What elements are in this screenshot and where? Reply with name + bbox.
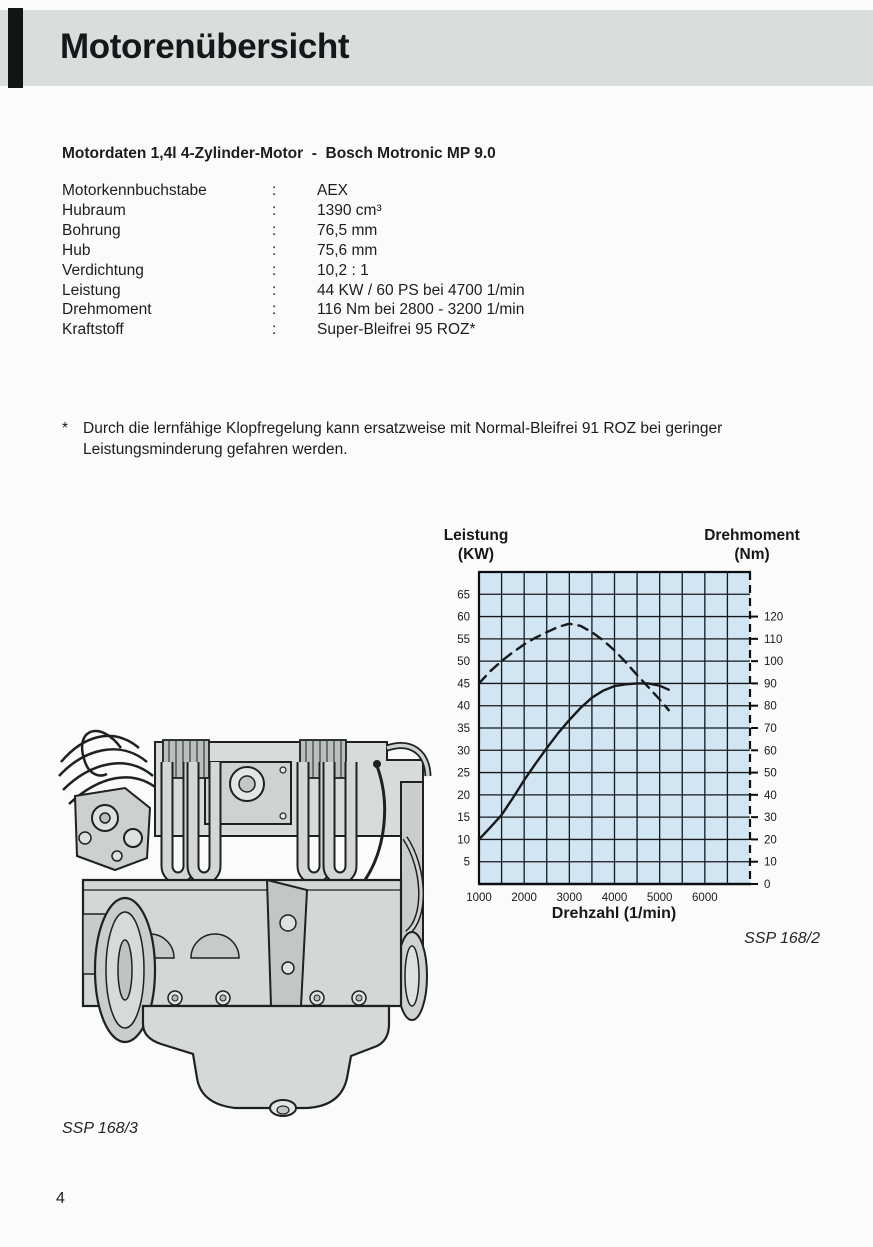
svg-text:20: 20 [764, 834, 777, 846]
intake-runners [160, 762, 358, 885]
svg-text:55: 55 [457, 634, 470, 646]
svg-text:40: 40 [764, 790, 777, 802]
dipstick [363, 760, 387, 881]
right-axis-title: Drehmoment (Nm) [700, 526, 804, 564]
spec-row: Leistung : 44 KW / 60 PS bei 4700 1/min [62, 281, 525, 301]
spec-label: Motorkennbuchstabe [62, 182, 207, 199]
spec-colon: : [272, 201, 277, 219]
spec-value: 116 Nm bei 2800 - 3200 1/min [317, 301, 525, 319]
svg-text:1000: 1000 [466, 892, 492, 904]
svg-text:60: 60 [764, 745, 777, 757]
chapter-tab-marker [8, 8, 23, 88]
engine-illustration [58, 729, 432, 1117]
spec-row: Bohrung : 76,5 mm [62, 221, 525, 241]
svg-text:6000: 6000 [692, 892, 718, 904]
right-side-accessories [385, 742, 432, 1021]
footnote: * Durch die lernfähige Klopfregelung kan… [62, 419, 792, 460]
svg-text:45: 45 [457, 678, 470, 690]
spec-colon: : [272, 241, 277, 259]
title-band [0, 10, 873, 86]
svg-text:50: 50 [457, 656, 470, 668]
footnote-marker: * [62, 420, 69, 437]
spec-colon: : [272, 281, 277, 299]
spec-label: Drehmoment [62, 301, 152, 319]
svg-text:50: 50 [764, 768, 777, 780]
spec-value: AEX [317, 182, 349, 199]
spec-value: 1390 cm³ [317, 201, 382, 219]
engine-caption: SSP 168/3 [62, 1120, 138, 1137]
x-axis-title: Drehzahl (1/min) [551, 905, 677, 922]
svg-text:65: 65 [457, 589, 470, 601]
spec-label: Hub [62, 241, 91, 259]
svg-text:2000: 2000 [511, 892, 537, 904]
distributor [73, 786, 152, 872]
spec-colon: : [272, 182, 277, 199]
svg-text:90: 90 [764, 678, 777, 690]
spec-value: 44 KW / 60 PS bei 4700 1/min [317, 281, 525, 299]
page-title: Motorenübersicht [60, 27, 350, 66]
svg-text:3000: 3000 [557, 892, 583, 904]
crank-pulley [93, 896, 157, 1044]
footnote-text: Durch die lernfähige Klopfregelung kann … [83, 419, 722, 460]
spec-label: Hubraum [62, 201, 126, 219]
footnote-line: Durch die lernfähige Klopfregelung kann … [83, 420, 723, 437]
svg-text:40: 40 [457, 701, 470, 713]
spec-row: Verdichtung : 10,2 : 1 [62, 261, 525, 281]
svg-text:0: 0 [764, 879, 770, 891]
spec-value: Super-Bleifrei 95 ROZ* [317, 321, 476, 339]
right-axis-label: Drehmoment [704, 527, 800, 544]
chart-caption: SSP 168/2 [744, 930, 820, 947]
spec-row: Drehmoment : 116 Nm bei 2800 - 3200 1/mi… [62, 300, 525, 320]
svg-text:10: 10 [764, 857, 777, 869]
svg-text:120: 120 [764, 612, 783, 624]
svg-text:20: 20 [457, 790, 470, 802]
svg-text:30: 30 [457, 745, 470, 757]
spec-row: Hub : 75,6 mm [62, 241, 525, 261]
left-axis-label: Leistung [443, 527, 509, 544]
spec-value: 10,2 : 1 [317, 261, 369, 279]
left-axis-unit: (KW) [457, 546, 495, 563]
spec-colon: : [272, 261, 277, 279]
svg-text:15: 15 [457, 812, 470, 824]
footnote-line: Leistungsminderung gefahren werden. [83, 440, 348, 458]
svg-text:4000: 4000 [602, 892, 628, 904]
spec-label: Bohrung [62, 221, 121, 239]
spec-value: 76,5 mm [317, 221, 378, 239]
spec-colon: : [272, 221, 277, 239]
power-torque-chart: Leistung (KW) Drehmoment (Nm) 65 60 55 50 45… [430, 518, 850, 963]
specs-title: Motordaten 1,4l 4-Zylinder-Motor - Bosch… [62, 145, 496, 162]
spec-row: Motorkennbuchstabe : AEX [62, 181, 525, 201]
spec-colon: : [272, 301, 277, 319]
oil-pan [141, 1004, 391, 1117]
svg-text:25: 25 [457, 768, 470, 780]
svg-text:80: 80 [764, 701, 777, 713]
engine-specs-section: Motordaten 1,4l 4-Zylinder-Motor - Bosch… [62, 145, 525, 340]
spec-value: 75,6 mm [317, 241, 378, 259]
right-axis-unit: (Nm) [734, 546, 770, 563]
spec-label: Verdichtung [62, 261, 144, 279]
left-axis-title: Leistung (KW) [433, 526, 519, 564]
page-number: 4 [56, 1190, 65, 1207]
spec-label: Leistung [62, 281, 121, 299]
svg-text:10: 10 [457, 834, 470, 846]
svg-text:60: 60 [457, 612, 470, 624]
svg-text:70: 70 [764, 723, 777, 735]
svg-text:5000: 5000 [647, 892, 673, 904]
spec-row: Kraftstoff : Super-Bleifrei 95 ROZ* [62, 320, 525, 340]
svg-text:5: 5 [464, 857, 470, 869]
chart-svg: 6560555045403530252015105120110100908070… [457, 570, 783, 904]
spec-colon: : [272, 321, 277, 339]
svg-text:35: 35 [457, 723, 470, 735]
spec-label: Kraftstoff [62, 321, 124, 339]
svg-text:30: 30 [764, 812, 777, 824]
svg-text:100: 100 [764, 656, 783, 668]
svg-text:110: 110 [764, 634, 782, 646]
spec-row: Hubraum : 1390 cm³ [62, 201, 525, 221]
